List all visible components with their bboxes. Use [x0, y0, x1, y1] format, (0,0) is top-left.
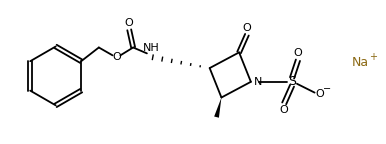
Text: O: O — [294, 48, 302, 58]
Text: O: O — [125, 18, 134, 28]
Text: N: N — [254, 77, 262, 87]
Text: −: − — [323, 84, 332, 94]
Text: NH: NH — [142, 43, 159, 53]
Text: +: + — [369, 52, 377, 62]
Text: S: S — [288, 75, 296, 88]
Text: O: O — [315, 89, 324, 99]
Text: O: O — [280, 105, 289, 115]
Text: Na: Na — [352, 56, 369, 69]
Text: O: O — [242, 23, 251, 33]
Text: O: O — [112, 52, 121, 62]
Polygon shape — [214, 97, 222, 118]
